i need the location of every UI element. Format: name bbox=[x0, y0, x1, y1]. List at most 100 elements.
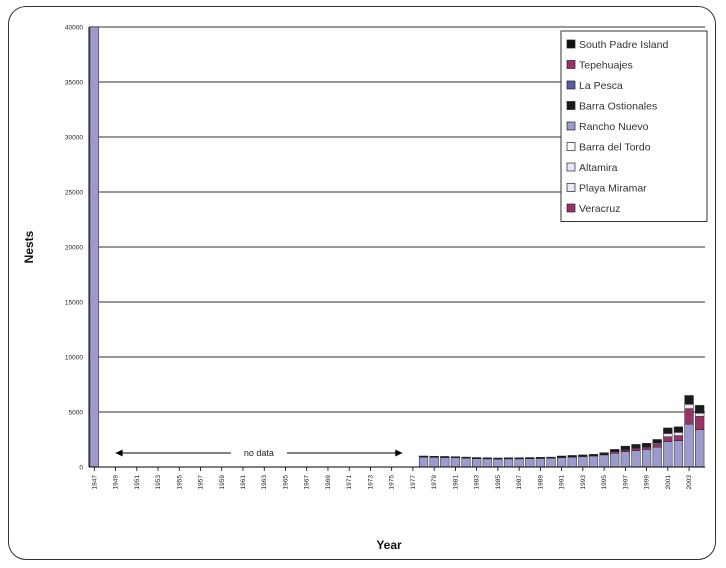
y-tick-label: 30000 bbox=[65, 135, 83, 142]
x-tick-label: 1977 bbox=[410, 475, 417, 490]
bar-segment bbox=[482, 458, 492, 468]
gridlines bbox=[89, 26, 705, 413]
legend-label: Barra del Tordo bbox=[579, 142, 651, 154]
x-tick-label: 1975 bbox=[389, 475, 396, 490]
bar-segment bbox=[472, 457, 482, 459]
x-tick-label: 1959 bbox=[219, 475, 226, 490]
x-tick-label: 1997 bbox=[622, 475, 629, 490]
x-tick-label: 1953 bbox=[155, 475, 162, 490]
y-tick-label: 20000 bbox=[65, 245, 83, 252]
x-tick-label: 1993 bbox=[580, 475, 587, 490]
x-tick-label: 2001 bbox=[665, 475, 672, 490]
y-tick-label: 25000 bbox=[65, 190, 83, 197]
x-tick-label: 1971 bbox=[346, 475, 353, 490]
legend-swatch bbox=[566, 101, 576, 110]
x-tick-label: 1963 bbox=[261, 475, 268, 490]
y-tick-label: 0 bbox=[79, 465, 83, 472]
bar-segment bbox=[663, 441, 673, 468]
bar-segment bbox=[610, 453, 620, 468]
legend: South Padre Island Tepehuajes La Pesca Barr… bbox=[560, 30, 708, 222]
arrow-head-left-icon bbox=[115, 449, 123, 457]
x-tick-label: 1949 bbox=[113, 475, 120, 490]
arrow-head-right-icon bbox=[395, 449, 403, 457]
x-tick-label: 1965 bbox=[282, 475, 289, 490]
x-tick-label: 1987 bbox=[516, 475, 523, 490]
bar-segment bbox=[673, 426, 684, 433]
y-tick-label: 15000 bbox=[65, 300, 83, 307]
bar-segment bbox=[620, 445, 630, 450]
x-tick-label: 1979 bbox=[431, 475, 438, 490]
bar-segment bbox=[535, 458, 545, 468]
bar-segment bbox=[557, 455, 567, 458]
legend-swatch bbox=[566, 80, 576, 90]
x-tick-label: 1983 bbox=[474, 475, 481, 490]
bar-segment bbox=[429, 457, 439, 468]
bar-segment bbox=[599, 454, 609, 468]
x-tick-label: 1957 bbox=[198, 475, 205, 490]
legend-swatch bbox=[566, 60, 576, 69]
x-tick-label: 1969 bbox=[325, 475, 332, 490]
bar-segment bbox=[631, 444, 641, 449]
x-tick-label: 1999 bbox=[644, 475, 651, 490]
x-axis-title: Year bbox=[376, 538, 402, 552]
bar-segment bbox=[631, 448, 641, 451]
bar-segment bbox=[695, 405, 705, 414]
bar-segment bbox=[578, 454, 588, 457]
bar-segment bbox=[663, 427, 673, 434]
bar-segment bbox=[695, 412, 705, 417]
legend-label: Altamira bbox=[579, 162, 618, 174]
bar-segment bbox=[599, 452, 609, 456]
x-tick-label: 2003 bbox=[686, 475, 693, 490]
bar-segment bbox=[429, 455, 439, 458]
x-tick-label: 1973 bbox=[367, 475, 374, 490]
legend-swatch bbox=[566, 183, 576, 192]
bar-segment bbox=[567, 456, 577, 468]
bar-segment bbox=[461, 456, 471, 459]
legend-label: La Pesca bbox=[579, 80, 623, 92]
bar-segment bbox=[663, 436, 673, 442]
bar-segment bbox=[525, 458, 535, 468]
bar-segment bbox=[588, 455, 599, 468]
y-tick-label: 40000 bbox=[65, 25, 83, 32]
bar-segment bbox=[578, 456, 588, 468]
y-axis-title: Nests bbox=[22, 230, 36, 263]
bar-segment bbox=[695, 429, 705, 468]
bar-segment bbox=[684, 423, 694, 468]
x-tick-label: 1995 bbox=[601, 475, 608, 490]
bar-segment bbox=[418, 456, 429, 468]
legend-swatch bbox=[566, 203, 576, 213]
legend-label: Tepehuajes bbox=[579, 60, 633, 72]
legend-swatch bbox=[566, 121, 576, 131]
y-axis-ticks: 0 5000 10000 15000 20000 25000 30000 35000 40000 bbox=[65, 25, 83, 472]
legend-label: Rancho Nuevo bbox=[579, 121, 649, 133]
bar-segment bbox=[684, 408, 694, 425]
axes bbox=[88, 27, 705, 468]
x-tick-label: 1989 bbox=[537, 475, 544, 490]
bar-segment bbox=[652, 446, 662, 468]
bar-segment bbox=[673, 435, 684, 441]
bar-segment bbox=[684, 404, 694, 409]
x-axis-ticks: 1947 1949 1951 1953 1955 1957 1959 1961 1963 1965… bbox=[91, 467, 693, 489]
bar-segment bbox=[695, 416, 705, 430]
y-tick-label: 35000 bbox=[65, 80, 83, 87]
bar-segment bbox=[503, 458, 514, 468]
legend-swatch bbox=[566, 142, 576, 151]
bar-segment bbox=[450, 456, 461, 459]
legend-box bbox=[560, 30, 708, 222]
bar-segment bbox=[418, 455, 429, 458]
legend-label: Veracruz bbox=[579, 203, 620, 215]
bar-segment bbox=[588, 454, 599, 457]
chart-frame: 0 5000 10000 15000 20000 25000 30000 35000 40000… bbox=[8, 6, 716, 560]
bar-segment bbox=[631, 450, 641, 468]
x-tick-label: 1991 bbox=[559, 475, 566, 490]
y-tick-label: 10000 bbox=[65, 355, 83, 362]
bar-segment bbox=[482, 457, 492, 460]
legend-swatch bbox=[566, 39, 576, 49]
bar-segment bbox=[557, 457, 567, 468]
bars bbox=[89, 26, 705, 468]
bar-segment bbox=[684, 395, 694, 405]
y-tick-label: 5000 bbox=[69, 410, 84, 417]
bar-segment bbox=[514, 458, 524, 468]
bar-segment bbox=[663, 433, 673, 438]
bar-segment bbox=[440, 457, 450, 468]
